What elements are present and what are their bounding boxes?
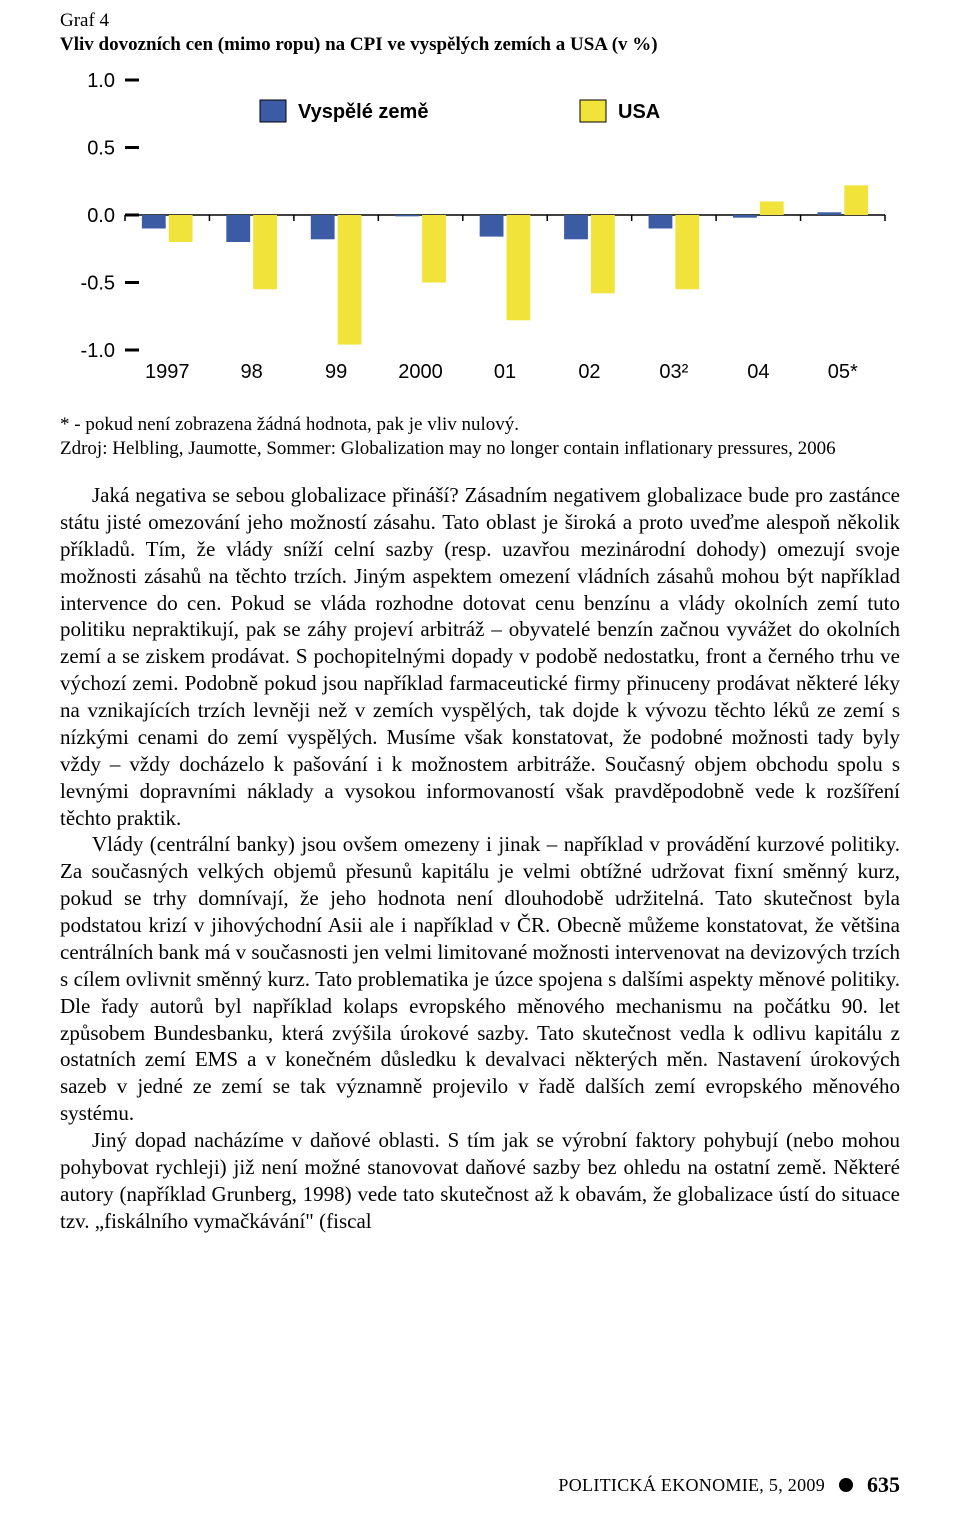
svg-text:1997: 1997	[145, 361, 190, 383]
svg-text:01: 01	[494, 361, 516, 383]
article-body: Jaká negativa se sebou globalizace přiná…	[60, 482, 900, 1235]
paragraph: Jaká negativa se sebou globalizace přiná…	[60, 482, 900, 831]
figure-title: Vliv dovozních cen (mimo ropu) na CPI ve…	[60, 34, 900, 56]
journal-ref: POLITICKÁ EKONOMIE, 5, 2009	[558, 1475, 825, 1496]
figure-label: Graf 4	[60, 10, 900, 32]
svg-text:USA: USA	[618, 101, 660, 123]
svg-text:0.0: 0.0	[87, 205, 115, 227]
svg-text:99: 99	[325, 361, 347, 383]
page-footer: POLITICKÁ EKONOMIE, 5, 2009 635	[558, 1472, 900, 1498]
svg-text:-1.0: -1.0	[81, 340, 115, 362]
svg-text:03²: 03²	[659, 361, 688, 383]
paragraph: Jiný dopad nacházíme v daňové oblasti. S…	[60, 1127, 900, 1235]
paragraph: Vlády (centrální banky) jsou ovšem omeze…	[60, 831, 900, 1127]
chart-footnote: * - pokud není zobrazena žádná hodnota, …	[60, 414, 900, 436]
footer-dot-icon	[839, 1478, 853, 1492]
svg-text:2000: 2000	[398, 361, 443, 383]
svg-text:0.5: 0.5	[87, 138, 115, 160]
chart-source: Zdroj: Helbling, Jaumotte, Sommer: Globa…	[60, 438, 900, 460]
bar-chart: 1.0 0.5 0.0 -0.5 -1.0 1997 98 99 2000 01 02 03² 04 05…	[60, 70, 900, 400]
page-number: 635	[867, 1472, 900, 1498]
svg-text:04: 04	[747, 361, 769, 383]
svg-text:1.0: 1.0	[87, 70, 115, 92]
chart-container: 1.0 0.5 0.0 -0.5 -1.0 1997 98 99 2000 01 02 03² 04 05…	[60, 70, 900, 400]
svg-text:Vyspělé země: Vyspělé země	[298, 101, 428, 123]
svg-text:02: 02	[578, 361, 600, 383]
svg-text:98: 98	[241, 361, 263, 383]
svg-text:-0.5: -0.5	[81, 273, 115, 295]
svg-text:05*: 05*	[828, 361, 858, 383]
